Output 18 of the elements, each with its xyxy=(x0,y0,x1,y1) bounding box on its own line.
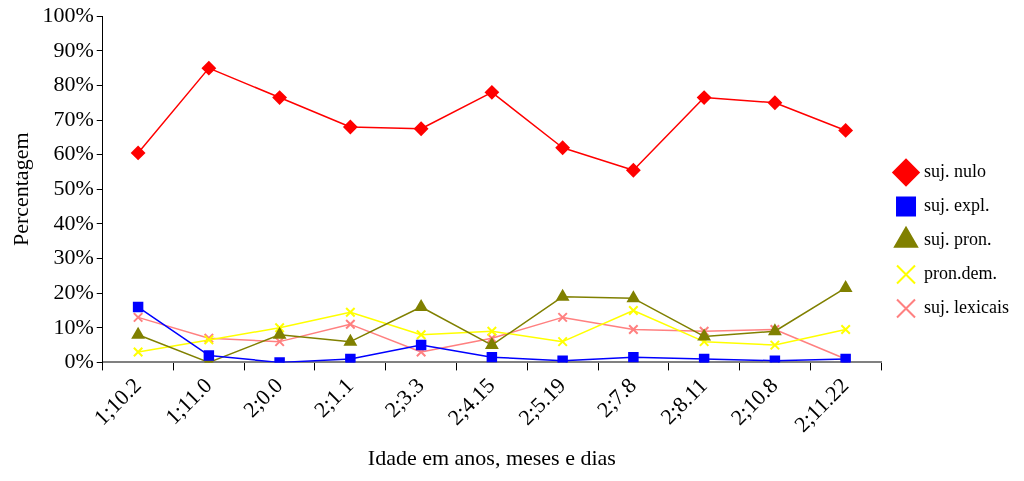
y-tick-label: 70% xyxy=(53,105,94,131)
legend-label: suj. pron. xyxy=(924,229,992,250)
y-tick-label: 100% xyxy=(42,1,94,27)
y-tick-label: 30% xyxy=(53,244,94,270)
y-tick-label: 0% xyxy=(64,348,94,374)
y-tick-label: 20% xyxy=(53,278,94,304)
legend-label: pron.dem. xyxy=(924,263,997,284)
y-tick-label: 60% xyxy=(53,140,94,166)
y-tick-label: 40% xyxy=(53,209,94,235)
y-tick-label: 10% xyxy=(53,313,94,339)
y-tick-label: 50% xyxy=(53,175,94,201)
y-tick-label: 80% xyxy=(53,71,94,97)
y-tick-label: 90% xyxy=(53,36,94,62)
x-axis-title: Idade em anos, meses e dias xyxy=(367,444,616,470)
legend-label: suj. lexicais xyxy=(924,297,1009,318)
legend-label: suj. expl. xyxy=(924,195,990,216)
legend-label: suj. nulo xyxy=(924,161,987,182)
y-axis-title: Percentagem xyxy=(7,132,33,247)
